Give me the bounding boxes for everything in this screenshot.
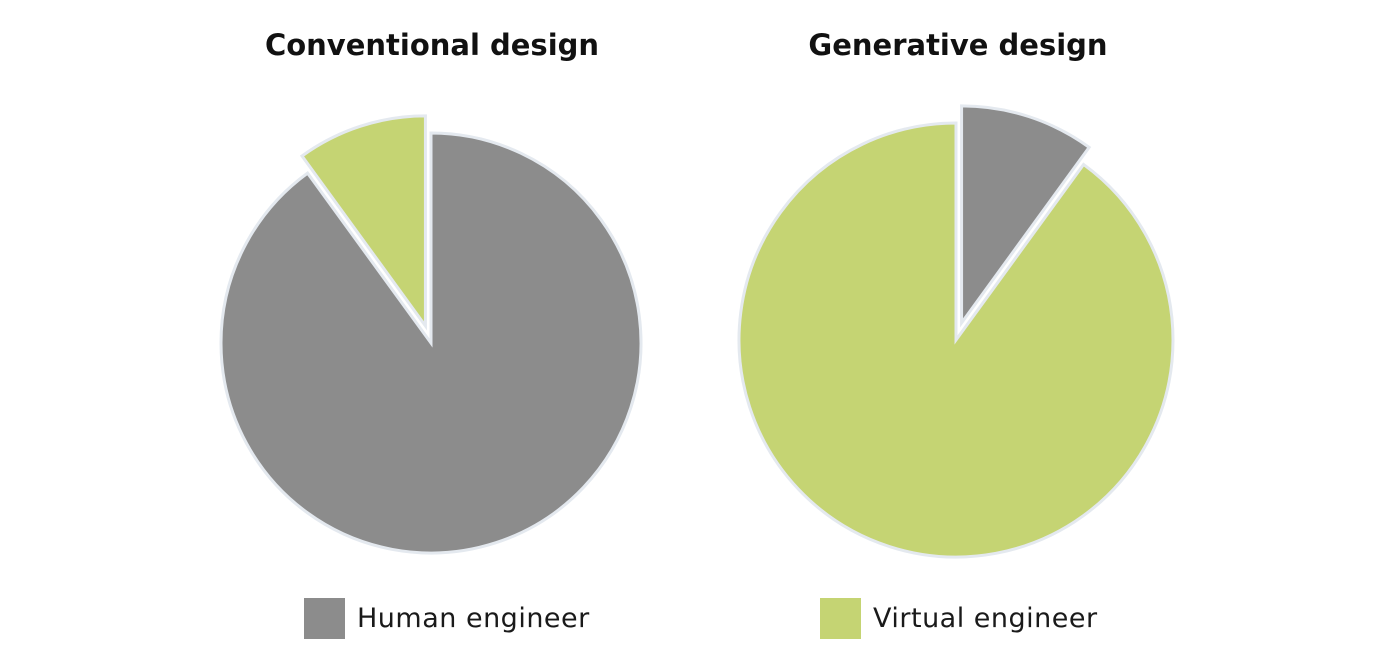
chart-title-conventional: Conventional design	[264, 28, 600, 62]
legend-conventional: Human engineer	[304, 597, 590, 639]
legend-label-human-engineer: Human engineer	[357, 602, 590, 634]
pie-slice-virtual-engineer	[737, 121, 1175, 559]
pie-slice-human-engineer	[219, 131, 643, 555]
legend-swatch-virtual-engineer	[820, 597, 861, 639]
pie-chart-generative	[737, 104, 1175, 559]
chart-title-generative: Generative design	[808, 28, 1108, 62]
legend-swatch-human-engineer	[304, 597, 345, 639]
pie-slice-virtual-engineer	[299, 114, 427, 331]
pie-slice-human-engineer	[960, 104, 1092, 328]
legend-generative: Virtual engineer	[820, 597, 1098, 639]
pie-chart-conventional	[219, 114, 643, 555]
legend-label-virtual-engineer: Virtual engineer	[873, 602, 1098, 634]
